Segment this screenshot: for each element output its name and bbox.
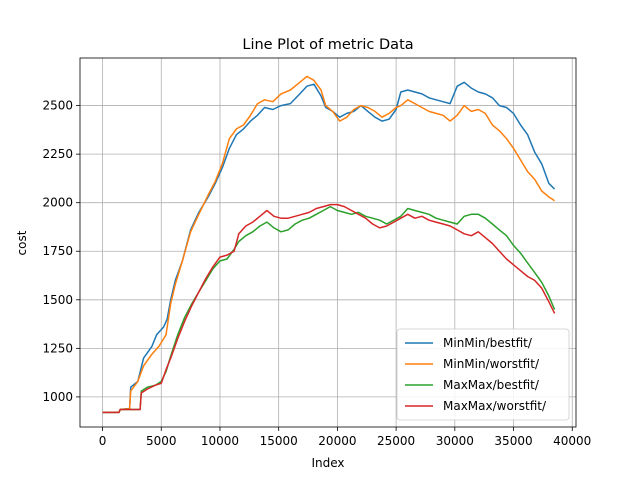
x-tick-label: 25000 [377, 434, 415, 448]
y-tick-label: 2000 [42, 196, 73, 210]
y-tick-label: 1000 [42, 390, 73, 404]
legend-box [396, 328, 570, 421]
y-tick-label: 2250 [42, 147, 73, 161]
plot-frame [79, 57, 577, 428]
series-lines [102, 75, 556, 414]
axis-ticks: 0 5000 10000 15000 20000 25000 30000 35000 40000… [42, 99, 591, 448]
y-tick-label: 1750 [42, 244, 73, 258]
y-tick-label: 2500 [42, 99, 73, 113]
x-tick-label: 35000 [494, 434, 532, 448]
chart-title: Line Plot of metric Data [242, 37, 413, 53]
legend-entry-3: MaxMax/worstfit/ [443, 399, 547, 413]
x-axis-label: Index [311, 456, 344, 470]
y-tick-label: 1250 [42, 341, 73, 355]
y-axis-label: cost [15, 230, 29, 255]
legend-entry-2: MaxMax/bestfit/ [443, 378, 540, 392]
series-line-1 [102, 75, 556, 414]
series-line-3 [102, 203, 556, 414]
x-tick-label: 10000 [201, 434, 239, 448]
x-tick-label: 15000 [260, 434, 298, 448]
legend-entry-1: MinMin/worstfit/ [443, 357, 540, 371]
x-tick-label: 5000 [146, 434, 177, 448]
x-tick-label: 40000 [553, 434, 591, 448]
x-tick-label: 30000 [436, 434, 474, 448]
legend: MinMin/bestfit/MinMin/worstfit/MaxMax/be… [396, 328, 570, 421]
legend-entry-0: MinMin/bestfit/ [443, 336, 533, 350]
x-tick-label: 20000 [318, 434, 356, 448]
series-line-2 [102, 205, 556, 414]
x-tick-label: 0 [99, 434, 107, 448]
y-tick-label: 1500 [42, 293, 73, 307]
